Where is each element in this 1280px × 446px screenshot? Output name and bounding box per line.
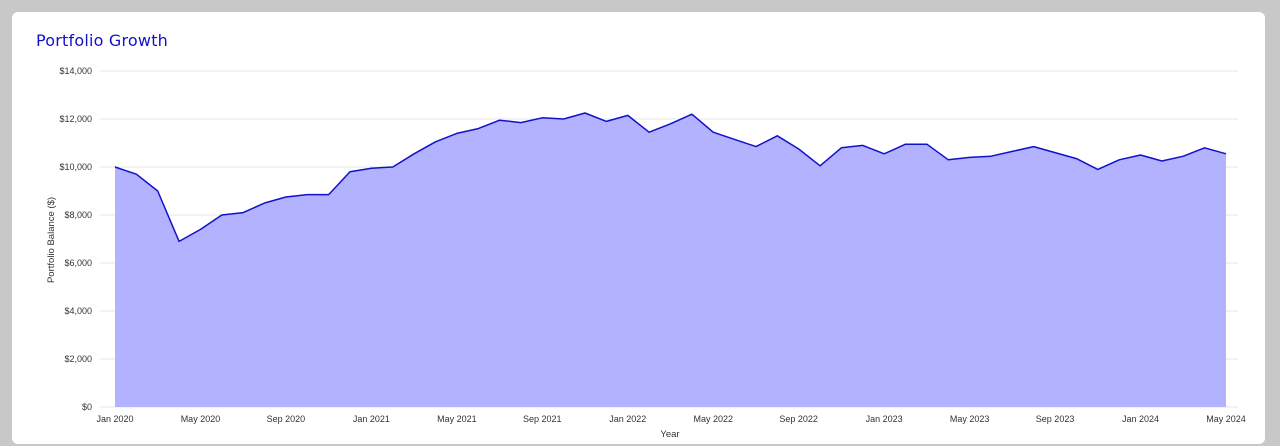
x-tick-label: May 2022 <box>693 414 733 424</box>
y-tick-label: $6,000 <box>64 258 92 268</box>
x-tick-label: Sep 2022 <box>779 414 818 424</box>
y-tick-label: $14,000 <box>59 66 92 76</box>
x-tick-label: May 2024 <box>1206 414 1246 424</box>
area-fill <box>115 113 1226 407</box>
y-tick-label: $2,000 <box>64 354 92 364</box>
x-tick-label: May 2020 <box>181 414 221 424</box>
y-tick-label: $0 <box>82 402 92 412</box>
x-tick-label: Jan 2023 <box>866 414 903 424</box>
area-series <box>114 112 1227 407</box>
x-tick-label: Sep 2023 <box>1036 414 1075 424</box>
x-tick-label: Jan 2021 <box>353 414 390 424</box>
y-axis-title: Portfolio Balance ($) <box>46 197 57 283</box>
y-tick-label: $10,000 <box>59 162 92 172</box>
y-tick-label: $8,000 <box>64 210 92 220</box>
y-tick-label: $4,000 <box>64 306 92 316</box>
chart-title: Portfolio Growth <box>36 31 169 50</box>
x-tick-label: Jan 2024 <box>1122 414 1159 424</box>
x-tick-label: Sep 2020 <box>267 414 306 424</box>
x-tick-label: Sep 2021 <box>523 414 562 424</box>
y-axis-ticks: $0 $2,000 $4,000 $6,000 $8,000 $10,000 $12,000… <box>59 66 92 412</box>
x-tick-label: Jan 2020 <box>96 414 133 424</box>
x-tick-label: May 2021 <box>437 414 477 424</box>
y-tick-label: $12,000 <box>59 114 92 124</box>
x-tick-label: May 2023 <box>950 414 990 424</box>
x-axis-ticks: Jan 2020 May 2020 Sep 2020 Jan 2021 May 2021… <box>96 414 1245 424</box>
x-axis-title: Year <box>660 429 679 440</box>
x-tick-label: Jan 2022 <box>609 414 646 424</box>
